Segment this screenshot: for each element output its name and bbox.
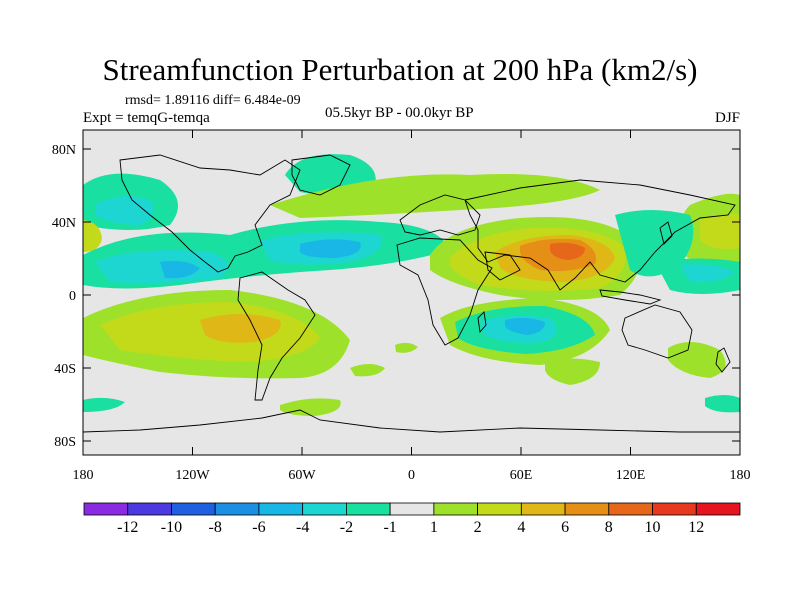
colorbar-swatch bbox=[258, 502, 304, 516]
map-title: Streamfunction Perturbation at 200 hPa (… bbox=[102, 52, 698, 87]
contour-region bbox=[83, 397, 125, 412]
colorbar-label: 4 bbox=[517, 519, 525, 536]
contour-region bbox=[700, 214, 740, 249]
season-text: DJF bbox=[714, 110, 740, 126]
experiment-text: Expt = temqG-temqa bbox=[83, 110, 210, 126]
lon-label: 180 bbox=[730, 468, 751, 483]
colorbar-label: -10 bbox=[161, 519, 182, 536]
colorbar-swatch bbox=[695, 502, 741, 516]
contour-region bbox=[680, 264, 735, 283]
colorbar-swatch bbox=[83, 502, 129, 516]
contour-region bbox=[395, 342, 418, 353]
colorbar-label: 10 bbox=[645, 519, 661, 536]
contour-region bbox=[705, 395, 740, 413]
colorbar-swatch bbox=[520, 502, 566, 516]
colorbar-swatch bbox=[214, 502, 260, 516]
stats-text: rmsd= 1.89116 diff= 6.484e-09 bbox=[125, 93, 301, 108]
map-panel bbox=[83, 130, 740, 455]
colorbar-label: -2 bbox=[340, 519, 353, 536]
colorbar-swatch bbox=[477, 502, 522, 516]
contour-region bbox=[505, 317, 545, 335]
contour-region bbox=[550, 242, 585, 260]
colorbar-swatch bbox=[389, 502, 435, 516]
latitude-axis bbox=[83, 148, 740, 442]
lat-label: 80S bbox=[54, 435, 76, 450]
colorbar-swatch bbox=[171, 502, 216, 516]
lat-label: 40N bbox=[52, 216, 76, 231]
colorbar-swatch bbox=[608, 502, 653, 516]
period-text: 05.5kyr BP - 00.0kyr BP bbox=[325, 105, 474, 121]
coastlines bbox=[83, 154, 740, 433]
lon-label: 60E bbox=[510, 468, 533, 483]
colorbar-swatch bbox=[564, 502, 610, 516]
colorbar-label: -4 bbox=[296, 519, 309, 536]
colorbar-swatch bbox=[345, 502, 391, 516]
contour-region bbox=[350, 364, 385, 377]
contour-region bbox=[160, 260, 200, 279]
lon-label: 120W bbox=[175, 468, 210, 483]
lon-label: 120E bbox=[616, 468, 646, 483]
colorbar-swatch bbox=[652, 502, 697, 516]
colorbar-label: 2 bbox=[474, 519, 482, 536]
colorbar-label: 1 bbox=[430, 519, 438, 536]
colorbar-label: 12 bbox=[688, 519, 704, 536]
colorbar-labels: -12 -10 -8 -6 -4 -2 -1 1 2 4 6 8 10 12 bbox=[117, 519, 704, 536]
contour-region bbox=[95, 196, 154, 225]
colorbar-label: 6 bbox=[561, 519, 569, 536]
colorbar-swatch bbox=[127, 502, 172, 516]
contour-region bbox=[280, 398, 341, 416]
contour-region bbox=[668, 341, 726, 378]
lon-label: 60W bbox=[288, 468, 316, 483]
contour-region bbox=[83, 220, 102, 252]
colorbar-label: -8 bbox=[209, 519, 222, 536]
colorbar-swatch bbox=[302, 502, 347, 516]
colorbar-label: 8 bbox=[605, 519, 613, 536]
contour-region bbox=[200, 314, 281, 343]
lon-label: 0 bbox=[408, 468, 415, 483]
lon-label: 180 bbox=[73, 468, 94, 483]
lat-label: 40S bbox=[54, 362, 76, 377]
colorbar-swatch bbox=[433, 502, 479, 516]
lat-label: 80N bbox=[52, 143, 76, 158]
colorbar-label: -6 bbox=[252, 519, 265, 536]
contour-region bbox=[270, 174, 600, 218]
contour-region bbox=[545, 358, 600, 385]
longitude-axis bbox=[192, 130, 631, 455]
contour-region bbox=[300, 239, 361, 258]
lat-label: 0 bbox=[69, 289, 76, 304]
colorbar-label: -1 bbox=[383, 519, 396, 536]
colorbar-label: -12 bbox=[117, 519, 138, 536]
colorbar bbox=[83, 502, 741, 516]
